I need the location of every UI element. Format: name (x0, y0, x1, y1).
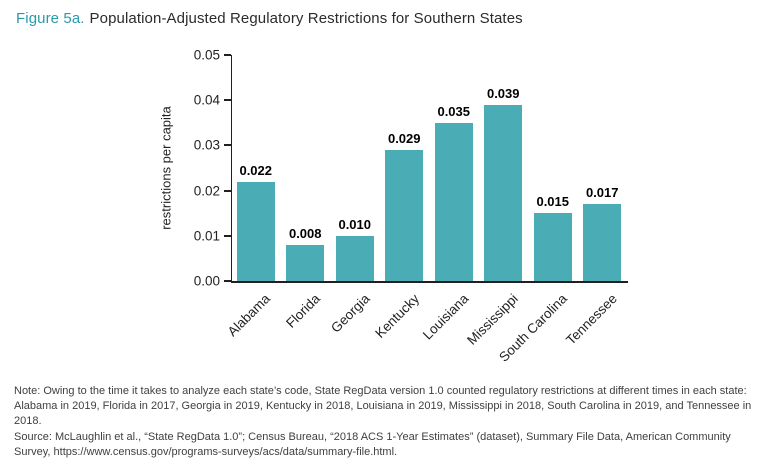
bar-louisiana (434, 122, 473, 281)
bar-kentucky (385, 149, 424, 281)
chart-title: Figure 5a. Population-Adjusted Regulatory… (16, 10, 523, 27)
x-tick-label-georgia: Georgia (327, 291, 373, 336)
y-tick-label: 0.00 (193, 273, 220, 289)
bar-value-label-georgia: 0.010 (338, 216, 372, 232)
x-tick-label-louisiana: Louisiana (419, 291, 472, 343)
bar-georgia (335, 235, 374, 281)
x-tick-label-tennessee: Tennessee (563, 291, 620, 348)
y-axis-title: restrictions per capita (158, 106, 174, 230)
note-text: Note: Owing to the time it takes to anal… (14, 385, 752, 427)
bar-value-label-mississippi: 0.039 (486, 85, 520, 101)
bar-florida (286, 244, 325, 281)
source-text: Source: McLaughlin et al., “State RegDat… (14, 430, 731, 458)
y-tick-mark (224, 144, 231, 147)
bar-south-carolina (533, 213, 572, 281)
bar-value-label-louisiana: 0.035 (437, 103, 471, 119)
y-tick-mark (224, 234, 231, 237)
y-tick-label: 0.03 (193, 137, 220, 153)
bar-value-label-alabama: 0.022 (239, 162, 273, 178)
x-tick-label-kentucky: Kentucky (371, 291, 422, 341)
bar-value-label-florida: 0.008 (288, 225, 322, 241)
y-tick-mark (224, 189, 231, 192)
y-tick-label: 0.02 (193, 183, 220, 199)
figure-label: Figure 5a. (16, 10, 85, 27)
notes-block: Note: Owing to the time it takes to anal… (14, 384, 760, 461)
y-tick-mark (224, 54, 231, 56)
bar-value-label-kentucky: 0.029 (387, 130, 421, 146)
figure-title-text: Population-Adjusted Regulatory Restricti… (89, 10, 523, 27)
bar-value-label-south-carolina: 0.015 (536, 194, 570, 210)
y-tick-label: 0.05 (193, 47, 220, 63)
bar-value-label-tennessee: 0.017 (585, 185, 619, 201)
x-tick-label-alabama: Alabama (225, 291, 274, 340)
bar-alabama (236, 181, 275, 281)
bar-mississippi (484, 104, 523, 281)
x-tick-label-florida: Florida (283, 291, 323, 331)
y-tick-mark (224, 280, 231, 282)
y-tick-label: 0.01 (193, 228, 220, 244)
plot-area (231, 55, 628, 283)
y-tick-label: 0.04 (193, 92, 220, 108)
y-tick-mark (224, 99, 231, 102)
bar-tennessee (583, 204, 622, 281)
